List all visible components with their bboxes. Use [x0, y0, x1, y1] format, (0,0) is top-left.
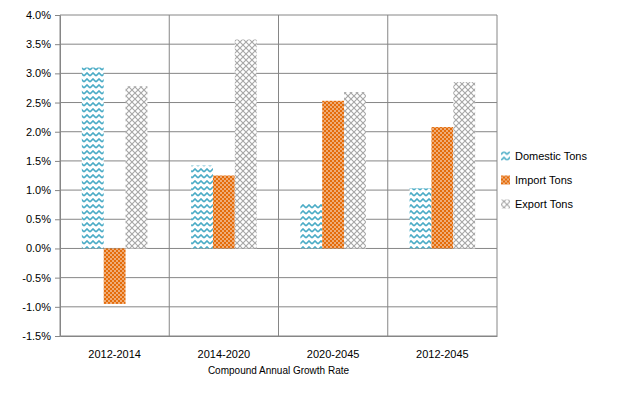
x-tick: 2012-2045: [416, 336, 469, 360]
y-tick-label: 3.0%: [26, 67, 51, 79]
y-tick-mark: [55, 15, 60, 16]
y-tick: 4.0%: [26, 9, 60, 21]
legend-item: Import Tons: [501, 174, 573, 186]
y-tick-label: 0.5%: [26, 213, 51, 225]
bar: [453, 82, 475, 248]
bar-series: [126, 40, 476, 249]
y-tick-label: 1.0%: [26, 184, 51, 196]
x-tick-label: 2012-2014: [88, 348, 141, 360]
y-tick-label: -1.0%: [22, 301, 51, 313]
y-tick: 1.0%: [26, 184, 60, 196]
y-tick-mark: [55, 307, 60, 308]
y-tick-mark: [55, 248, 60, 249]
category-divider: [278, 15, 279, 336]
y-axis: -1.5% -1.0% -0.5% 0.0% 0.5% 1.0% 1.5% 2.0% 2.5% 3…: [22, 9, 60, 342]
y-tick-label: 1.5%: [26, 155, 51, 167]
y-tick-mark: [55, 336, 60, 337]
y-tick: -0.5%: [22, 272, 60, 284]
y-tick-label: 0.0%: [26, 242, 51, 254]
bar: [344, 92, 366, 248]
y-tick-label: 2.5%: [26, 97, 51, 109]
y-tick-mark: [55, 73, 60, 74]
x-axis-line: [61, 336, 498, 337]
x-tick-label: 2014-2020: [198, 348, 251, 360]
legend: Domestic Tons Import Tons Export Tons: [501, 150, 587, 210]
y-tick: -1.0%: [22, 301, 60, 313]
y-tick-mark: [55, 190, 60, 191]
legend-label: Export Tons: [515, 198, 573, 210]
y-tick: 3.0%: [26, 67, 60, 79]
y-tick-mark: [55, 44, 60, 45]
grid: [60, 15, 497, 336]
x-tick: 2014-2020: [198, 336, 251, 360]
x-tick: 2012-2014: [88, 336, 141, 360]
y-tick-mark: [55, 278, 60, 279]
y-tick-label: 3.5%: [26, 38, 51, 50]
bar-series: [104, 101, 454, 304]
legend-label: Domestic Tons: [515, 150, 587, 162]
bar: [104, 248, 126, 303]
y-tick: 2.5%: [26, 97, 60, 109]
x-axis-title: Compound Annual Growth Rate: [208, 365, 350, 376]
legend-item: Domestic Tons: [501, 150, 587, 162]
y-tick-label: -1.5%: [22, 330, 51, 342]
legend-swatch: [501, 200, 510, 209]
category-dividers: [60, 15, 497, 336]
bar: [191, 166, 213, 249]
bar: [322, 101, 344, 249]
category-divider: [387, 15, 388, 336]
y-tick-label: 2.0%: [26, 126, 51, 138]
bar: [213, 176, 235, 249]
category-divider: [169, 15, 170, 336]
y-tick: 1.5%: [26, 155, 60, 167]
y-tick: 0.5%: [26, 213, 60, 225]
y-tick-mark: [55, 103, 60, 104]
y-tick: 3.5%: [26, 38, 60, 50]
y-tick: 0.0%: [26, 242, 60, 254]
bar: [300, 204, 322, 249]
legend-item: Export Tons: [501, 198, 573, 210]
bar: [82, 68, 104, 249]
bar: [431, 127, 453, 248]
bar: [126, 86, 148, 248]
y-tick: 2.0%: [26, 126, 60, 138]
y-tick: -1.5%: [22, 330, 60, 342]
x-tick-label: 2020-2045: [307, 348, 360, 360]
legend-swatch: [501, 152, 510, 161]
y-tick-label: -0.5%: [22, 272, 51, 284]
chart: -1.5% -1.0% -0.5% 0.0% 0.5% 1.0% 1.5% 2.0% 2.5% 3…: [0, 0, 621, 395]
y-tick-mark: [55, 132, 60, 133]
bars: [82, 40, 475, 304]
x-axis: 2012-2014 2014-2020 2020-2045 2012-2045: [61, 336, 498, 360]
legend-label: Import Tons: [515, 174, 573, 186]
legend-swatch: [501, 176, 510, 185]
x-tick-label: 2012-2045: [416, 348, 469, 360]
bar: [235, 40, 257, 249]
y-tick-label: 4.0%: [26, 9, 51, 21]
x-tick: 2020-2045: [307, 336, 360, 360]
category-divider: [497, 15, 498, 336]
bar: [410, 188, 432, 248]
y-tick-mark: [55, 161, 60, 162]
y-axis-line: [60, 16, 61, 337]
category-divider: [60, 15, 61, 336]
y-tick-mark: [55, 219, 60, 220]
